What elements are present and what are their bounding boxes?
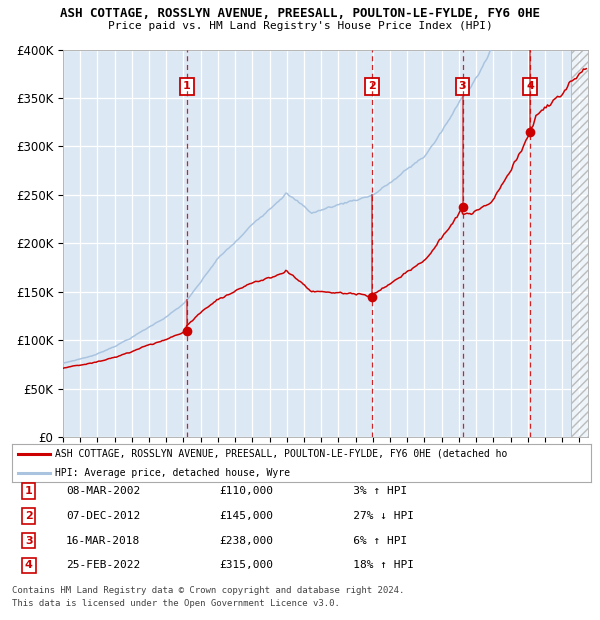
Text: 3: 3 [459, 81, 466, 91]
Text: 18% ↑ HPI: 18% ↑ HPI [333, 560, 414, 570]
Text: £315,000: £315,000 [219, 560, 273, 570]
Text: 16-MAR-2018: 16-MAR-2018 [66, 536, 140, 546]
Text: 27% ↓ HPI: 27% ↓ HPI [333, 511, 414, 521]
Text: 6% ↑ HPI: 6% ↑ HPI [333, 536, 407, 546]
Text: 3% ↑ HPI: 3% ↑ HPI [333, 486, 407, 496]
Text: 08-MAR-2002: 08-MAR-2002 [66, 486, 140, 496]
Text: 2: 2 [25, 511, 32, 521]
Text: HPI: Average price, detached house, Wyre: HPI: Average price, detached house, Wyre [55, 467, 290, 478]
Text: £145,000: £145,000 [219, 511, 273, 521]
Text: £110,000: £110,000 [219, 486, 273, 496]
Text: 3: 3 [25, 536, 32, 546]
Text: 07-DEC-2012: 07-DEC-2012 [66, 511, 140, 521]
Text: This data is licensed under the Open Government Licence v3.0.: This data is licensed under the Open Gov… [12, 600, 340, 608]
Text: 4: 4 [25, 560, 33, 570]
Text: ASH COTTAGE, ROSSLYN AVENUE, PREESALL, POULTON-LE-FYLDE, FY6 0HE: ASH COTTAGE, ROSSLYN AVENUE, PREESALL, P… [60, 7, 540, 20]
Text: 1: 1 [183, 81, 191, 91]
Text: Contains HM Land Registry data © Crown copyright and database right 2024.: Contains HM Land Registry data © Crown c… [12, 586, 404, 595]
Text: 2: 2 [368, 81, 376, 91]
Text: 25-FEB-2022: 25-FEB-2022 [66, 560, 140, 570]
Text: 4: 4 [526, 81, 534, 91]
Text: ASH COTTAGE, ROSSLYN AVENUE, PREESALL, POULTON-LE-FYLDE, FY6 0HE (detached ho: ASH COTTAGE, ROSSLYN AVENUE, PREESALL, P… [55, 448, 508, 459]
Text: 1: 1 [25, 486, 32, 496]
Text: £238,000: £238,000 [219, 536, 273, 546]
Text: Price paid vs. HM Land Registry's House Price Index (HPI): Price paid vs. HM Land Registry's House … [107, 21, 493, 31]
